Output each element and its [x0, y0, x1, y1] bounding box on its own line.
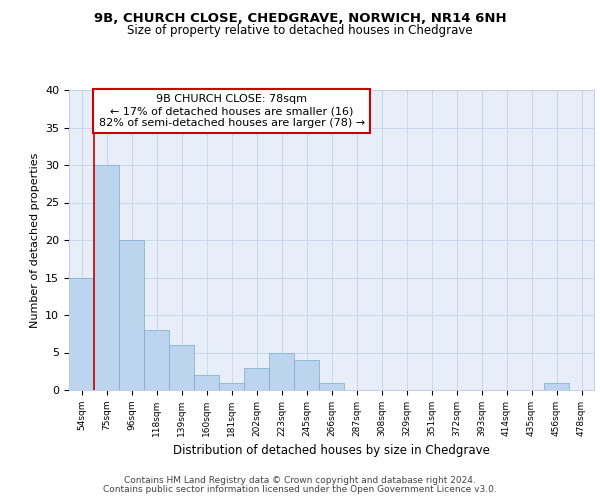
Bar: [94, 165, 119, 390]
Y-axis label: Number of detached properties: Number of detached properties: [29, 152, 40, 328]
Bar: [169, 345, 194, 390]
X-axis label: Distribution of detached houses by size in Chedgrave: Distribution of detached houses by size …: [173, 444, 490, 458]
Bar: [269, 352, 294, 390]
Bar: [544, 382, 569, 390]
Bar: [144, 330, 169, 390]
Bar: [319, 382, 344, 390]
Bar: [119, 240, 144, 390]
Bar: [194, 375, 219, 390]
Bar: [294, 360, 319, 390]
Text: Contains public sector information licensed under the Open Government Licence v3: Contains public sector information licen…: [103, 485, 497, 494]
Text: Size of property relative to detached houses in Chedgrave: Size of property relative to detached ho…: [127, 24, 473, 37]
Bar: [219, 382, 244, 390]
Text: Contains HM Land Registry data © Crown copyright and database right 2024.: Contains HM Land Registry data © Crown c…: [124, 476, 476, 485]
Text: 9B CHURCH CLOSE: 78sqm
← 17% of detached houses are smaller (16)
82% of semi-det: 9B CHURCH CLOSE: 78sqm ← 17% of detached…: [98, 94, 365, 128]
Bar: [69, 278, 94, 390]
Bar: [244, 368, 269, 390]
Text: 9B, CHURCH CLOSE, CHEDGRAVE, NORWICH, NR14 6NH: 9B, CHURCH CLOSE, CHEDGRAVE, NORWICH, NR…: [94, 12, 506, 26]
